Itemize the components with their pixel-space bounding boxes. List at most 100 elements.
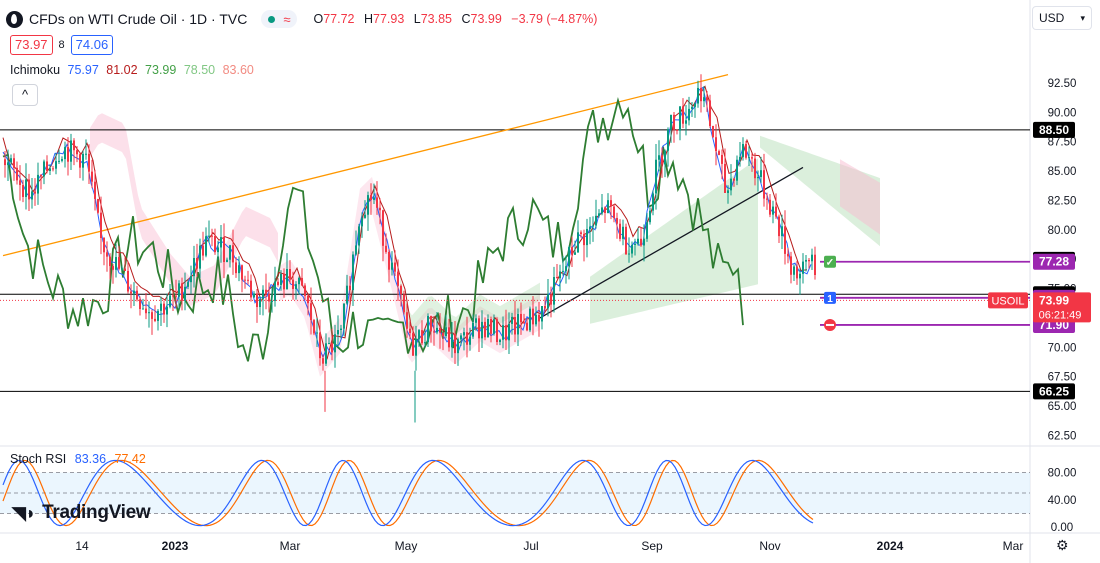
candle (553, 277, 555, 305)
x-tick-label: Mar (1003, 539, 1024, 553)
candle (478, 318, 480, 339)
candle (601, 207, 603, 214)
y-tick-label: 87.50 (1048, 137, 1077, 149)
checkmark-icon: ✓ (826, 258, 834, 269)
currency-select[interactable]: USD ▾ (1032, 6, 1092, 30)
candle (49, 168, 51, 171)
low-value: 73.85 (420, 12, 452, 26)
candle (394, 262, 396, 272)
candle (796, 266, 798, 279)
candle (58, 160, 60, 162)
candle (697, 87, 699, 104)
ichimoku-leading-a-value: 78.50 (183, 63, 216, 77)
collapse-legend-button[interactable]: ^ (12, 84, 38, 106)
ichimoku-cloud-bearish (90, 113, 278, 307)
candle (745, 143, 747, 158)
candle (433, 331, 435, 333)
sell-price-button[interactable]: 73.97 (10, 35, 53, 55)
candle (181, 283, 183, 301)
candle (469, 336, 471, 345)
candle (31, 191, 33, 200)
candle (130, 291, 132, 294)
candle (511, 316, 513, 324)
candle (301, 277, 303, 286)
candle (262, 289, 264, 300)
candle (688, 108, 690, 121)
ichimoku-legend[interactable]: Ichimoku 75.97 81.02 73.99 78.50 83.60 (10, 63, 254, 77)
buy-price-button[interactable]: 74.06 (70, 35, 114, 55)
candle (574, 252, 576, 255)
candle (409, 328, 411, 334)
candle (769, 199, 771, 215)
candle (664, 150, 666, 165)
candle (526, 322, 528, 331)
candle (211, 235, 213, 237)
candle (10, 158, 12, 163)
candle (202, 245, 204, 256)
candle (793, 266, 795, 275)
stoch-rsi-legend[interactable]: Stoch RSI 83.36 77.42 (10, 452, 146, 466)
candle (154, 318, 156, 321)
x-tick-label: Jul (523, 539, 538, 553)
tradingview-logo[interactable]: ◥◗ TradingView (12, 502, 151, 524)
candle (724, 163, 726, 193)
candle (349, 285, 351, 291)
ichimoku-leading-b-value: 83.60 (222, 63, 254, 77)
candle (757, 177, 759, 179)
candle (139, 299, 141, 309)
candle (799, 273, 801, 279)
x-tick-label: Sep (641, 539, 663, 553)
candle (538, 314, 540, 322)
candle (121, 268, 123, 270)
candle (61, 159, 63, 161)
x-tick-label: Nov (759, 539, 780, 553)
candle (658, 155, 660, 160)
order-qty-badge (824, 291, 836, 304)
symbol-title[interactable]: CFDs on WTI Crude Oil · 1D · TVC (29, 11, 248, 27)
candle (289, 268, 291, 280)
candle (187, 282, 189, 287)
candle (715, 137, 717, 152)
candle (514, 316, 516, 335)
stoch-k-value: 83.36 (74, 452, 107, 466)
candle (589, 226, 591, 229)
gear-icon[interactable]: ⚙ (1056, 537, 1069, 553)
candle (631, 244, 633, 254)
candle (346, 285, 348, 304)
stoch-d-line (2, 459, 814, 527)
candle (763, 170, 765, 199)
candle (283, 273, 285, 290)
support-trendline (539, 166, 804, 319)
candle (370, 195, 372, 200)
candle (520, 313, 522, 323)
y-tick-label: 65.00 (1048, 401, 1077, 413)
candle (22, 185, 24, 197)
x-tick-label: 14 (75, 539, 89, 553)
candle (4, 159, 6, 166)
candle (505, 325, 507, 341)
market-status-pill[interactable]: ≈ (261, 10, 298, 28)
candle (676, 129, 678, 131)
candle (463, 332, 465, 336)
candle (475, 318, 477, 323)
candle (811, 254, 813, 262)
candle (577, 232, 579, 253)
candle (106, 252, 108, 257)
candle (706, 97, 708, 101)
candle (34, 191, 36, 194)
candle (364, 214, 366, 218)
candle (619, 223, 621, 239)
candle (532, 308, 534, 325)
currency-value: USD (1039, 11, 1065, 25)
candle (169, 295, 171, 307)
candle (523, 322, 525, 324)
candle (742, 143, 744, 157)
x-tick-label: Mar (280, 539, 301, 553)
candle (748, 157, 750, 159)
symbol-header: CFDs on WTI Crude Oil · 1D · TVC ≈ O77.7… (6, 9, 603, 29)
ichimoku-cloud-bearish (840, 159, 880, 235)
candle (127, 270, 129, 292)
candle (622, 226, 624, 239)
